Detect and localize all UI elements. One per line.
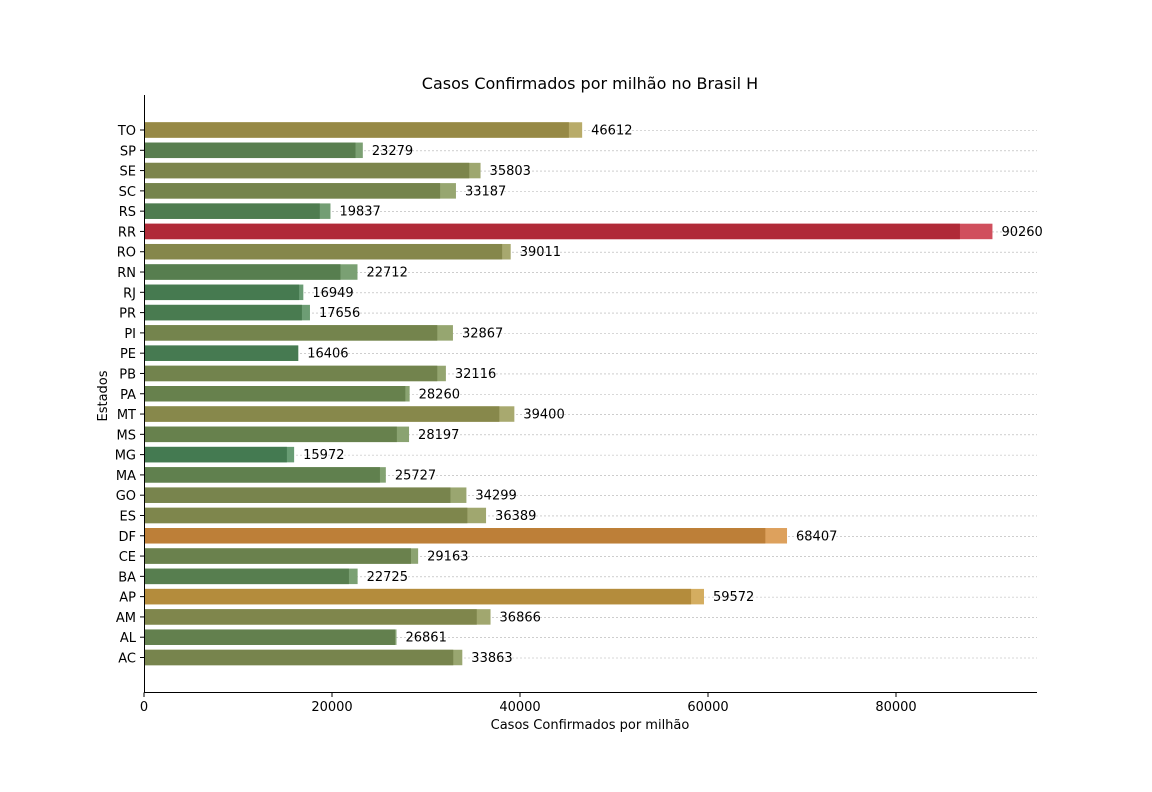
y-tick-label-pr: PR [119, 307, 136, 322]
chart-title: Casos Confirmados por milhão no Brasil H [422, 74, 758, 93]
y-tick-label-pi: PI [124, 327, 136, 342]
value-label-ma: 25727 [395, 468, 436, 483]
y-tick-label-pe: PE [120, 347, 136, 362]
bar-front-sp [144, 142, 356, 159]
y-tick-label-ac: AC [118, 652, 136, 667]
value-label-ap: 59572 [713, 590, 754, 605]
bars-group [144, 122, 993, 666]
value-label-rr: 90260 [1001, 225, 1042, 240]
bar-front-rs [144, 203, 320, 219]
bar-front-ms [144, 426, 397, 443]
y-tick-label-mg: MG [115, 449, 136, 464]
y-tick-label-ba: BA [118, 570, 136, 585]
bar-front-pa [144, 386, 406, 402]
bar-front-pe [144, 345, 299, 361]
value-label-pe: 16406 [307, 347, 348, 362]
value-label-pb: 32116 [455, 367, 496, 382]
x-tick-label: 60000 [687, 700, 728, 715]
bar-front-mg [144, 446, 287, 463]
bar-front-ap [144, 588, 692, 605]
y-tick-label-ms: MS [117, 428, 136, 443]
value-label-al: 26861 [405, 631, 446, 646]
x-tick-label: 0 [140, 700, 148, 715]
y-tick-label-al: AL [120, 631, 137, 646]
value-label-rn: 22712 [366, 266, 407, 281]
value-label-ac: 33863 [471, 651, 512, 666]
bar-front-es [144, 507, 468, 524]
value-label-ro: 39011 [520, 245, 561, 260]
value-label-pa: 28260 [419, 387, 460, 402]
bar-front-rj [144, 284, 300, 301]
y-tick-label-ce: CE [119, 550, 136, 565]
bar-front-ba [144, 568, 349, 585]
bar-front-to [144, 122, 569, 138]
bar-front-df [144, 528, 766, 544]
value-label-mt: 39400 [523, 408, 564, 423]
bar-front-pi [144, 325, 438, 341]
value-labels: 33863 26861 36866 59572 22725 29163 68407 36389… [303, 124, 1043, 667]
x-tick-label: 80000 [875, 700, 916, 715]
y-tick-label-pa: PA [120, 388, 136, 403]
bar-front-ce [144, 548, 411, 564]
value-label-pr: 17656 [319, 306, 360, 321]
y-tick-label-sp: SP [120, 144, 136, 159]
y-tick-label-se: SE [120, 165, 136, 180]
bar-front-go [144, 487, 451, 503]
value-label-ba: 22725 [367, 570, 408, 585]
bar-front-ro [144, 243, 503, 260]
y-tick-label-df: DF [119, 530, 137, 545]
bar-front-al [144, 629, 395, 645]
value-label-es: 36389 [495, 509, 536, 524]
value-label-sc: 33187 [465, 184, 506, 199]
value-label-ms: 28197 [418, 428, 459, 443]
y-tick-label-ma: MA [116, 469, 136, 484]
y-tick-label-am: AM [116, 611, 136, 626]
bar-front-ac [144, 649, 454, 666]
y-tick-label-sc: SC [119, 185, 136, 200]
y-tick-label-mt: MT [117, 408, 136, 423]
y-axis-label: Estados [96, 370, 111, 421]
value-label-am: 36866 [500, 610, 541, 625]
value-label-rs: 19837 [339, 205, 380, 220]
bar-front-rr [144, 223, 960, 240]
y-tick-label-pb: PB [119, 367, 136, 382]
bar-front-rn [144, 264, 341, 280]
y-tick-label-rr: RR [118, 225, 136, 240]
bar-front-mt [144, 406, 500, 422]
x-tick-label: 40000 [499, 700, 540, 715]
value-label-mg: 15972 [303, 448, 344, 463]
value-label-go: 34299 [475, 489, 516, 504]
bar-front-se [144, 162, 470, 179]
bar-front-sc [144, 183, 441, 199]
bar-front-pr [144, 304, 302, 321]
y-tick-label-rn: RN [117, 266, 136, 281]
y-tick-labels: AC AL AM AP BA CE DF ES GO MA MG MS MT PA PB PE PI PR RJ RN… [115, 124, 144, 667]
y-tick-label-to: TO [117, 124, 136, 139]
value-label-pi: 32867 [462, 326, 503, 341]
y-tick-label-ro: RO [117, 246, 136, 261]
value-label-se: 35803 [490, 164, 531, 179]
bar-front-am [144, 609, 477, 625]
x-ticks: 0 20000 40000 60000 80000 [140, 692, 917, 715]
value-label-sp: 23279 [372, 144, 413, 159]
x-axis-label: Casos Confirmados por milhão [491, 718, 690, 733]
y-tick-label-rj: RJ [123, 286, 136, 301]
value-label-to: 46612 [591, 124, 632, 139]
y-tick-label-rs: RS [119, 205, 136, 220]
bar-front-ma [144, 467, 380, 483]
value-label-rj: 16949 [312, 286, 353, 301]
x-tick-label: 20000 [311, 700, 352, 715]
y-tick-label-es: ES [120, 509, 136, 524]
value-label-df: 68407 [796, 529, 837, 544]
y-tick-label-go: GO [116, 489, 136, 504]
bar-front-pb [144, 365, 438, 382]
value-label-ce: 29163 [427, 550, 468, 565]
y-tick-label-ap: AP [119, 591, 136, 606]
